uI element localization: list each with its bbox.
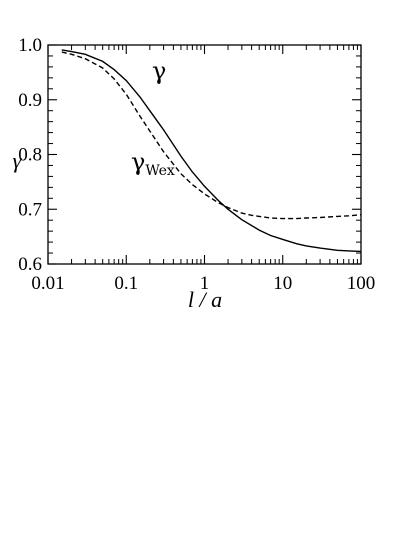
y-tick-label: 0.7: [18, 199, 42, 220]
x-tick-label: 10: [273, 273, 292, 294]
annotation-gamma: γ: [152, 57, 166, 85]
series-layer: [61, 49, 362, 253]
annotation-gamma-wex: γWex: [131, 148, 175, 179]
minor-ticks: [48, 45, 361, 264]
x-tick-label: 100: [347, 273, 376, 294]
x-tick-label: 0.01: [31, 273, 64, 294]
y-axis-label: γ: [13, 148, 23, 173]
x-axis-label: l / a: [188, 287, 222, 312]
x-tick-labels: 0.01 0.1 1 10 100: [31, 273, 375, 294]
plot-frame: [47, 44, 362, 265]
series-line-gamma: [61, 49, 362, 253]
y-tick-labels: 0.6 0.7 0.8 0.9 1.0: [18, 35, 42, 275]
y-tick-label: 0.9: [18, 90, 42, 111]
y-tick-label: 0.6: [18, 254, 42, 275]
series-line-gamma-wex: [61, 51, 362, 220]
x-tick-label: 0.1: [114, 273, 138, 294]
major-ticks: [47, 44, 362, 265]
y-tick-label: 0.8: [18, 145, 42, 166]
x-tick-label: 1: [200, 273, 210, 294]
y-tick-label: 1.0: [18, 35, 42, 56]
